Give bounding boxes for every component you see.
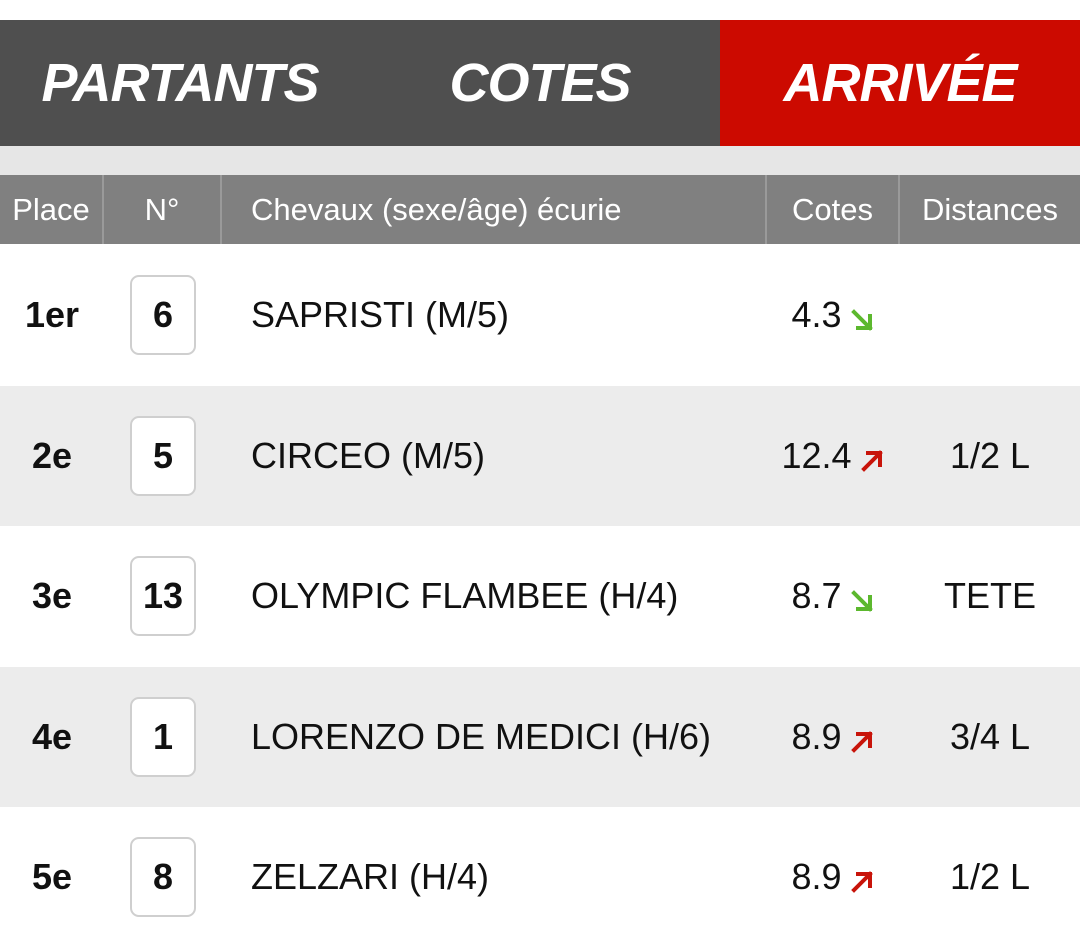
row-number-cell: 5 [104,386,222,527]
table-row[interactable]: 2e 5 CIRCEO (M/5) 12.4 1/2 L [0,385,1080,527]
table-row[interactable]: 5e 8 ZELZARI (H/4) 8.9 1/2 L [0,807,1080,948]
tab-separator [0,146,1080,175]
row-odds: 4.3 [791,294,842,336]
table-row[interactable]: 3e 13 OLYMPIC FLAMBEE (H/4) 8.7 TETE [0,526,1080,667]
tab-partants[interactable]: PARTANTS [41,53,319,113]
row-horse-name[interactable]: ZELZARI (H/4) [251,856,490,898]
row-number-cell: 6 [104,245,222,386]
row-number-cell: 13 [104,526,222,667]
arrow-up-right-icon [848,723,876,753]
row-odds: 8.9 [791,715,842,757]
table-row[interactable]: 1er 6 SAPRISTI (M/5) 4.3 [0,245,1080,386]
row-odds: 12.4 [781,434,852,476]
header-distances: Distances [921,191,1059,227]
table-row[interactable]: 4e 1 LORENZO DE MEDICI (H/6) 8.9 3/4 L [0,666,1080,808]
row-odds-cell: 8.9 [767,667,900,808]
row-place: 1er [24,294,80,336]
row-distance: 1/2 L [949,856,1031,898]
horse-number-badge: 1 [130,696,196,777]
row-distance: 3/4 L [949,715,1031,757]
horse-number-badge: 8 [130,837,196,918]
row-odds-cell: 8.7 [767,526,900,667]
row-odds-cell: 8.9 [767,807,900,948]
row-horse-name[interactable]: CIRCEO (M/5) [251,434,485,476]
arrow-down-right-icon [848,301,876,332]
horse-number-badge: 5 [130,415,196,496]
horse-number-badge: 6 [130,275,196,356]
arrow-down-right-icon [848,582,876,613]
horse-number-badge: 13 [130,556,196,637]
row-odds-cell: 4.3 [767,245,900,386]
row-horse-name[interactable]: OLYMPIC FLAMBEE (H/4) [251,575,679,617]
tab-cotes[interactable]: COTES [449,53,631,113]
tab-arrivee[interactable]: ARRIVÉE [720,20,1080,159]
row-distance: 1/2 L [949,434,1031,476]
top-strip [0,0,1080,20]
row-odds-cell: 12.4 [767,386,900,527]
row-place: 3e [31,575,73,617]
row-odds: 8.9 [791,856,842,898]
row-horse-name[interactable]: SAPRISTI (M/5) [251,294,510,336]
table-header: Place N° Chevaux (sexe/âge) écurie Cotes… [0,175,1080,244]
header-number: N° [104,175,222,244]
arrow-up-right-icon [848,863,876,894]
header-odds: Cotes [767,175,900,244]
row-distance: TETE [943,575,1036,617]
row-place: 5e [31,856,73,898]
row-number-cell: 1 [104,667,222,808]
header-place: Place [0,175,104,244]
header-horse: Chevaux (sexe/âge) écurie [222,175,767,244]
tab-bar: PARTANTS COTES ARRIVÉE [0,20,1080,159]
row-place: 2e [31,434,73,476]
row-horse-name[interactable]: LORENZO DE MEDICI (H/6) [251,715,712,757]
row-distance [900,245,1080,386]
row-place: 4e [31,715,73,757]
row-odds: 8.7 [791,575,842,617]
results-table-body: 1er 6 SAPRISTI (M/5) 4.3 2e 5 CIRCEO (M/5) 12.4… [0,245,1080,948]
row-number-cell: 8 [104,807,222,948]
arrow-up-right-icon [858,442,886,472]
